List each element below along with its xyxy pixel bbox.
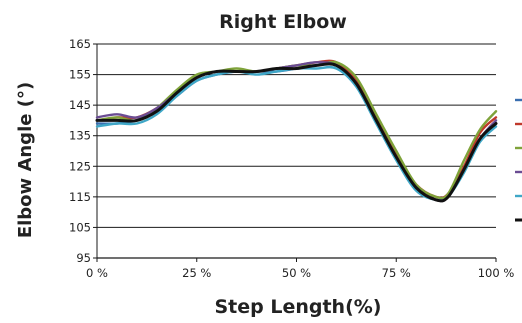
y-tick-label-95: 95: [76, 251, 91, 265]
x-axis-title: Step Length(%): [214, 296, 381, 318]
y-tick-label-145: 145: [69, 98, 91, 112]
series-line-3: [95, 60, 498, 200]
y-axis-title: Elbow Angle (°): [15, 82, 36, 238]
y-tick-labels: 95 105 115 125 135 145 155 165: [69, 37, 91, 265]
y-tick-label-125: 125: [69, 159, 91, 173]
series-line-2: [95, 59, 498, 200]
y-tick-label-165: 165: [69, 37, 91, 51]
y-tick-label-135: 135: [69, 129, 91, 143]
y-tick-label-155: 155: [69, 68, 91, 82]
series-line-4: [95, 61, 498, 203]
y-tick-label-115: 115: [69, 190, 91, 204]
series-line-5: [95, 65, 498, 202]
x-tick-labels: 0 % 25 % 50 % 75 % 100 %: [86, 266, 514, 280]
x-tick-label-0: 0 %: [86, 266, 108, 280]
x-tick-label-100: 100 %: [478, 266, 515, 280]
series-line-1: [95, 62, 498, 202]
series-lines: [95, 59, 498, 203]
legend: [515, 98, 522, 222]
series-line-6: [95, 62, 498, 203]
y-tick-label-105: 105: [69, 220, 91, 234]
chart-title: Right Elbow: [219, 11, 347, 33]
x-tick-label-75: 75 %: [382, 266, 411, 280]
axes: [93, 43, 497, 262]
x-tick-label-25: 25 %: [182, 266, 211, 280]
x-tick-label-50: 50 %: [282, 266, 311, 280]
